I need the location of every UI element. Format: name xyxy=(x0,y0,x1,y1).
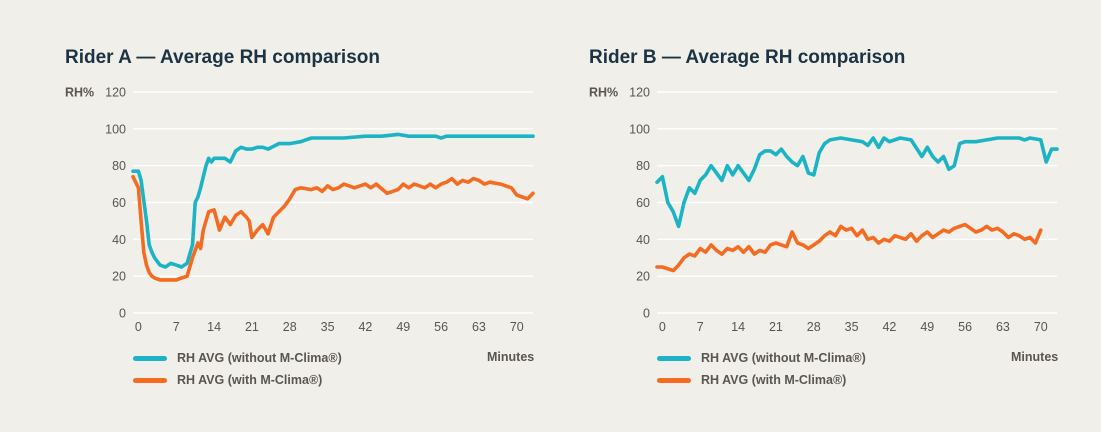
y-axis-label: RH% xyxy=(589,86,618,100)
y-tick-label: 0 xyxy=(643,307,650,321)
chart-panel-rider-b: Rider B — Average RH comparison 0 20 40 60 8… xyxy=(524,0,1064,432)
legend-label-with: RH AVG (with M-Clima®) xyxy=(701,373,847,387)
legend-item-with: RH AVG (with M-Clima®) xyxy=(133,372,322,388)
x-tick-label: 35 xyxy=(321,320,335,334)
x-tick-label: 7 xyxy=(697,320,704,334)
x-tick-label: 14 xyxy=(731,320,745,334)
legend-item-without: RH AVG (without M-Clima®) xyxy=(133,350,342,366)
legend-label-with: RH AVG (with M-Clima®) xyxy=(177,373,323,387)
x-tick-label: 56 xyxy=(958,320,972,334)
legend-swatch-with xyxy=(657,377,691,383)
x-tick-label: 14 xyxy=(207,320,221,334)
series-line-without xyxy=(131,132,535,269)
x-tick-label: 35 xyxy=(845,320,859,334)
y-axis-label: RH% xyxy=(65,86,94,100)
y-tick-label: 20 xyxy=(112,270,126,284)
y-tick-label: 120 xyxy=(629,86,650,100)
y-tick-label: 120 xyxy=(105,86,126,100)
y-tick-label: 40 xyxy=(636,233,650,247)
y-tick-label: 60 xyxy=(112,196,126,210)
series-line-with xyxy=(655,222,1043,273)
series-line-with xyxy=(131,174,535,282)
y-tick-label: 100 xyxy=(629,122,650,136)
chart-plot: 0 20 40 60 80 100 120 RH% 0 7 14 21 28 35 42 49 56 63 70 xyxy=(589,86,1059,334)
x-tick-label: 0 xyxy=(659,320,666,334)
x-tick-label: 70 xyxy=(1034,320,1048,334)
x-tick-label: 49 xyxy=(396,320,410,334)
x-tick-label: 21 xyxy=(769,320,783,334)
y-tick-label: 80 xyxy=(112,159,126,173)
x-axis-unit-label: Minutes xyxy=(487,350,535,364)
legend-swatch-without xyxy=(657,355,691,361)
y-tick-label: 60 xyxy=(636,196,650,210)
y-tick-label: 100 xyxy=(105,122,126,136)
legend-swatch-with xyxy=(133,377,167,383)
chart-title: Rider B — Average RH comparison xyxy=(589,47,906,68)
chart-title: Rider A — Average RH comparison xyxy=(65,47,380,68)
legend-label-without: RH AVG (without M-Clima®) xyxy=(701,351,866,365)
y-tick-label: 80 xyxy=(636,159,650,173)
x-tick-label: 70 xyxy=(510,320,524,334)
legend-item-without: RH AVG (without M-Clima®) xyxy=(657,350,866,366)
y-tick-label: 0 xyxy=(119,307,126,321)
x-tick-label: 63 xyxy=(996,320,1010,334)
x-tick-label: 63 xyxy=(472,320,486,334)
legend-item-with: RH AVG (with M-Clima®) xyxy=(657,372,846,388)
series-line-without xyxy=(655,136,1059,229)
x-tick-label: 42 xyxy=(882,320,896,334)
x-tick-label: 7 xyxy=(173,320,180,334)
x-axis-unit-label: Minutes xyxy=(1011,350,1059,364)
x-tick-label: 0 xyxy=(135,320,142,334)
x-tick-label: 28 xyxy=(807,320,821,334)
legend-label-without: RH AVG (without M-Clima®) xyxy=(177,351,342,365)
y-tick-label: 20 xyxy=(636,270,650,284)
x-tick-label: 49 xyxy=(920,320,934,334)
chart-panel-rider-a: Rider A — Average RH comparison 0 20 40 60 8… xyxy=(0,0,540,432)
y-tick-label: 40 xyxy=(112,233,126,247)
x-tick-label: 56 xyxy=(434,320,448,334)
x-tick-label: 42 xyxy=(358,320,372,334)
chart-plot: 0 20 40 60 80 100 120 RH% 0 7 14 21 28 35 42 49 56 63 70 xyxy=(65,86,535,334)
legend-swatch-without xyxy=(133,355,167,361)
x-tick-label: 21 xyxy=(245,320,259,334)
x-tick-label: 28 xyxy=(283,320,297,334)
